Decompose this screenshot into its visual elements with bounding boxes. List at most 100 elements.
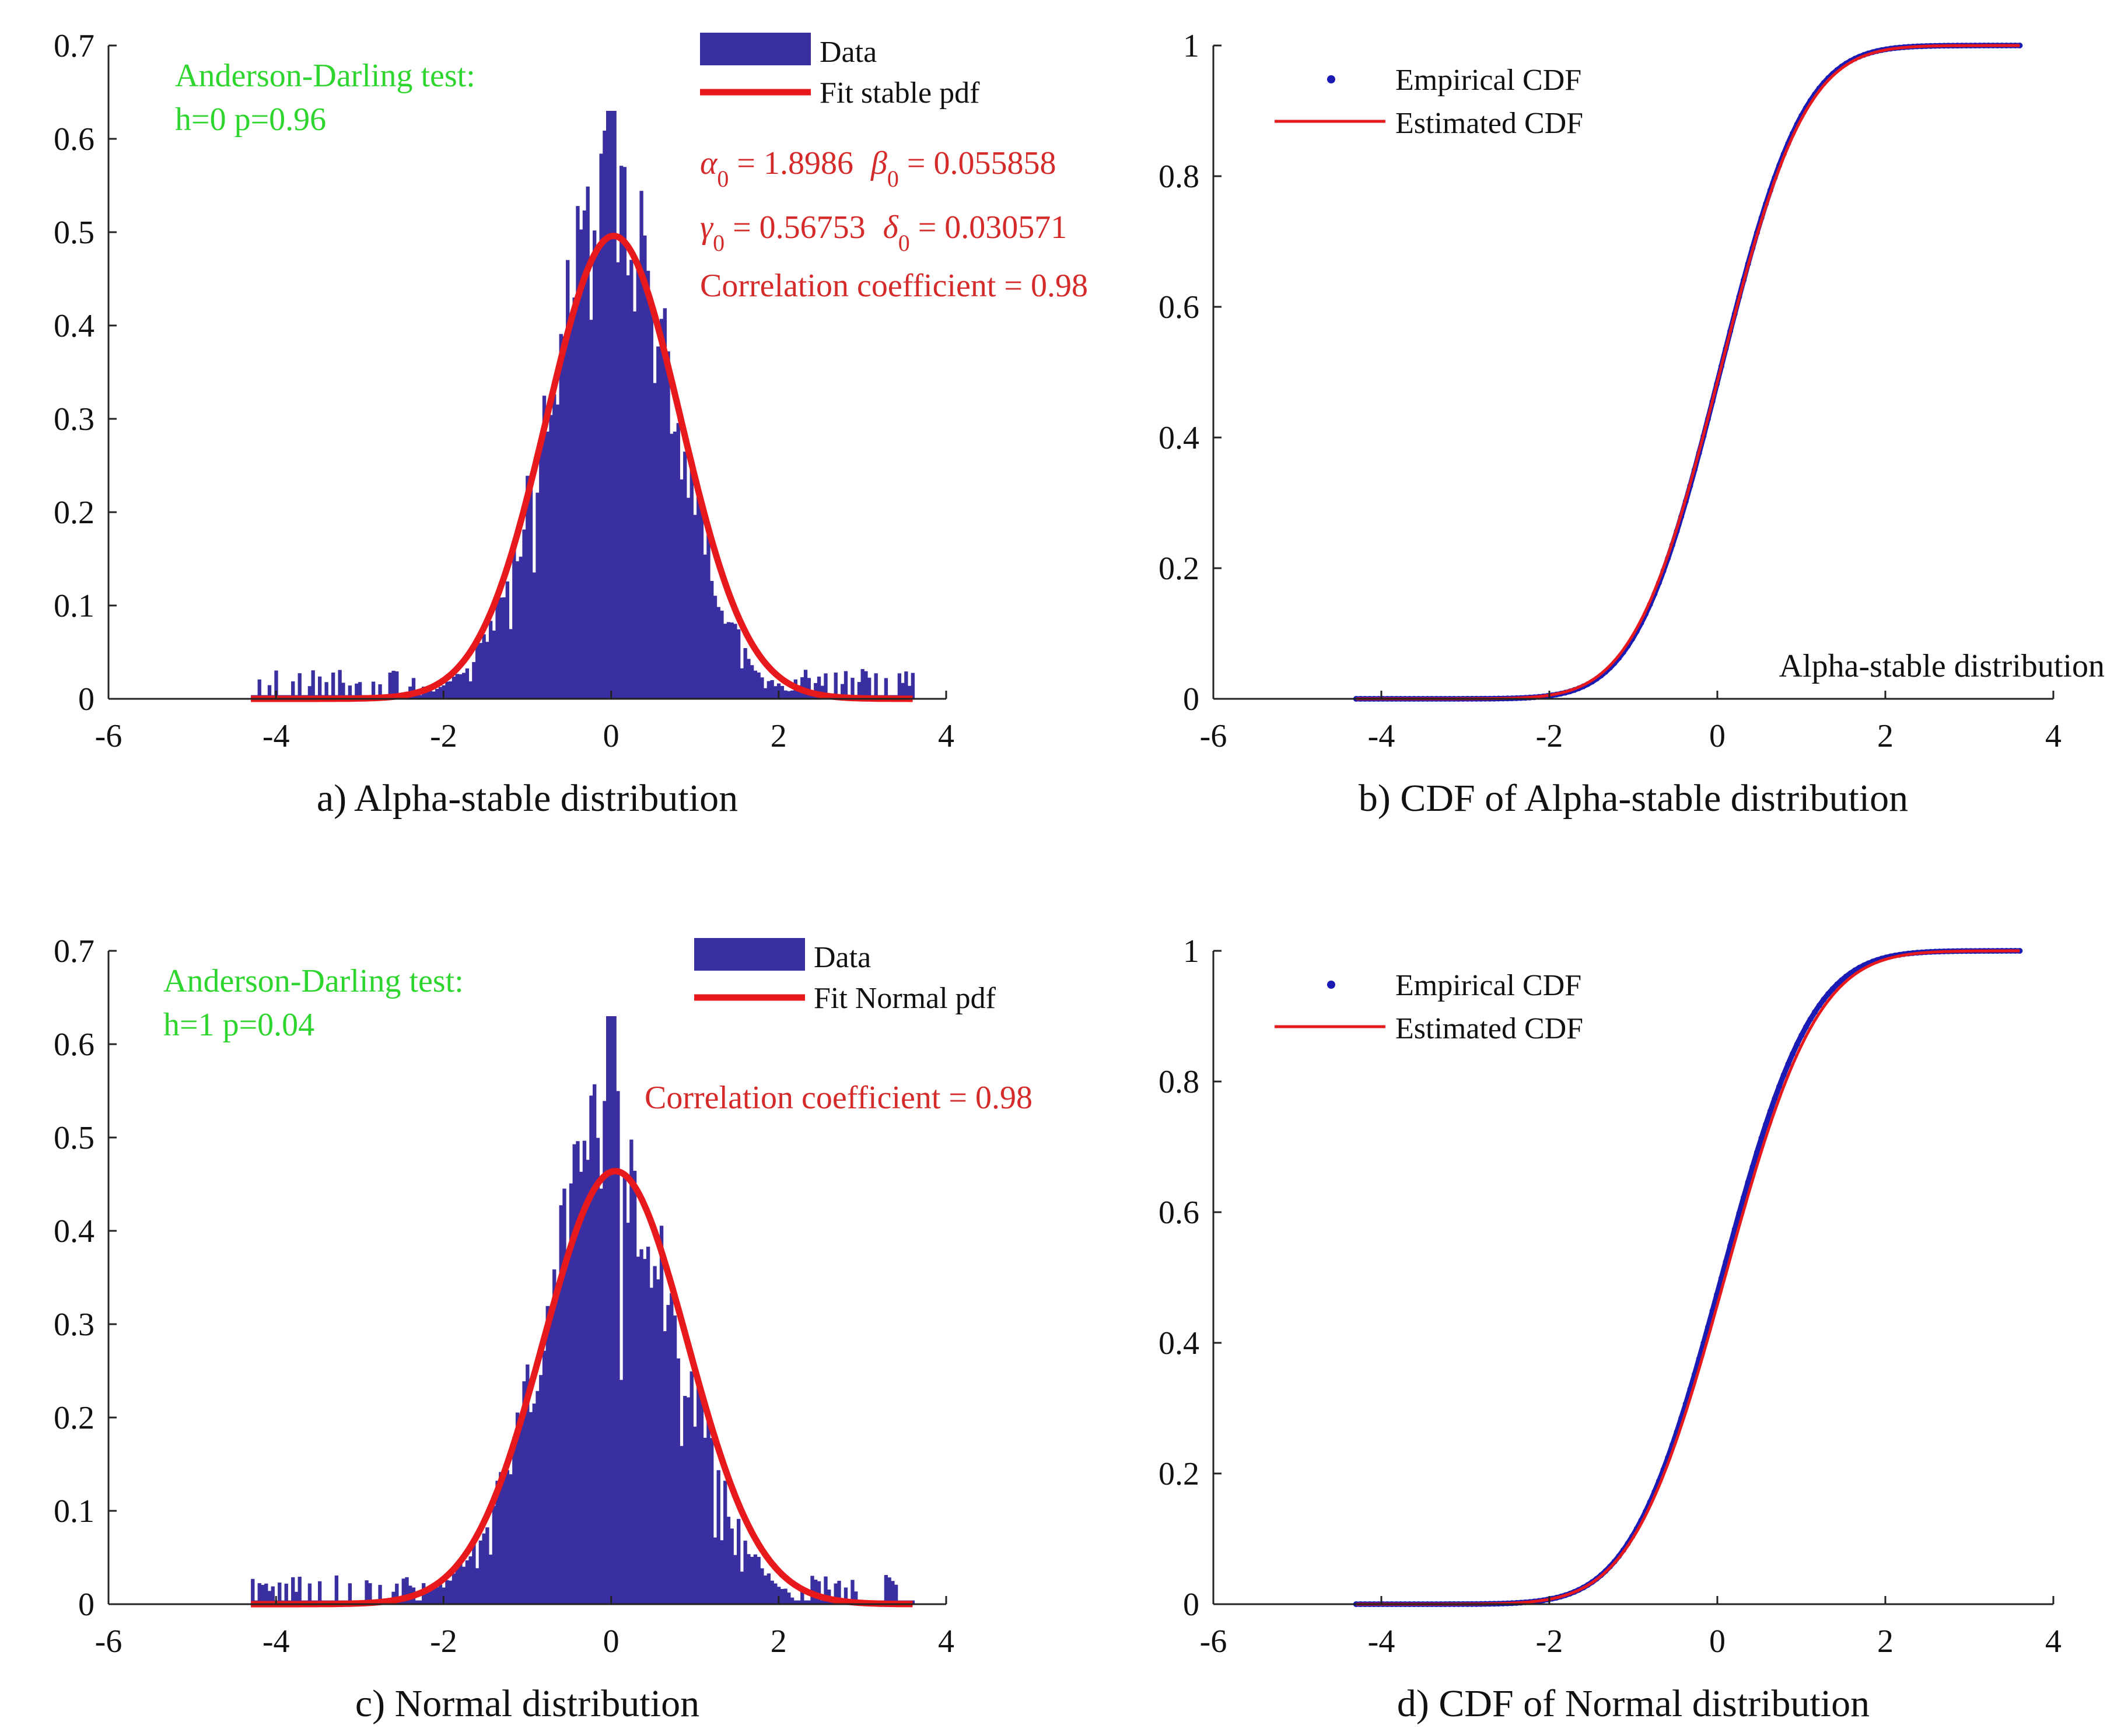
histogram-bar: [659, 318, 664, 699]
panel-c-test-title: Anderson-Darling test:: [163, 963, 464, 999]
gamma-symbol: γ: [700, 209, 714, 246]
histogram-bar: [378, 684, 382, 699]
histogram-bar: [666, 1305, 670, 1604]
histogram-bar: [331, 672, 335, 699]
histogram-bar: [817, 676, 821, 699]
panel-c-legend-data-swatch: [694, 938, 805, 971]
histogram-bar: [676, 423, 680, 699]
histogram-bar: [622, 167, 627, 699]
histogram-bar: [589, 320, 593, 699]
histogram-bar: [291, 1577, 295, 1604]
histogram-bar: [757, 1556, 761, 1604]
panel-a: -6 -4 -2 0 2 4 0 0.1 0.2 0.3 0.4 0.5 0.6 0.7 a) Alpha…: [54, 28, 1088, 820]
histogram-bar: [461, 1566, 466, 1604]
histogram-bar: [706, 1421, 710, 1604]
histogram-bar: [817, 1581, 821, 1604]
histogram-bar: [572, 1144, 576, 1604]
histogram-bar: [713, 1537, 718, 1604]
histogram-bar: [485, 1527, 489, 1604]
histogram-bar: [499, 597, 503, 699]
histogram-bar: [415, 1600, 419, 1604]
histogram-bar: [318, 1581, 322, 1604]
histogram-bar: [438, 1584, 443, 1604]
histogram-bar: [753, 1554, 758, 1604]
histogram-bar: [612, 1016, 617, 1604]
histogram-bar: [586, 1160, 590, 1604]
panel-a-legend-data-swatch: [700, 33, 811, 65]
y-tick-label: 0.4: [1158, 420, 1199, 456]
histogram-bar: [482, 1533, 486, 1604]
histogram-bar: [887, 1577, 891, 1604]
y-tick-label: 0: [78, 681, 94, 718]
histogram-bar: [894, 1584, 898, 1604]
histogram-bar: [492, 1506, 496, 1604]
histogram-bar: [485, 642, 489, 699]
histogram-bar: [478, 643, 483, 699]
panel-a-params-gamma-delta: γ0 = 0.56753 δ0 = 0.030571: [700, 209, 1067, 256]
histogram-bar: [358, 682, 362, 699]
histogram-bar: [774, 1583, 778, 1604]
histogram-bar: [284, 1583, 288, 1604]
y-tick-label: 0.6: [1158, 289, 1199, 326]
histogram-bar: [622, 1175, 627, 1604]
histogram-bar: [710, 1438, 714, 1604]
histogram-bar: [572, 297, 576, 699]
histogram-bar: [418, 1600, 422, 1604]
histogram-bar: [579, 1171, 583, 1604]
histogram-bar: [251, 1578, 255, 1604]
histogram-bar: [844, 1587, 848, 1604]
histogram-bar: [757, 672, 761, 699]
delta-value: 0.030571: [944, 209, 1067, 246]
x-tick-label: 2: [771, 1623, 787, 1660]
histogram-bar: [542, 1350, 547, 1604]
histogram-bar: [528, 480, 533, 699]
gamma-value: 0.56753: [760, 209, 866, 246]
histogram-bar: [482, 634, 486, 699]
histogram-bar: [797, 1600, 801, 1604]
histogram-bar: [760, 1568, 764, 1604]
y-tick-label: 0: [1183, 681, 1199, 718]
histogram-bar: [703, 1437, 707, 1604]
histogram-bar: [324, 682, 328, 699]
histogram-bar: [492, 630, 496, 699]
histogram-bar: [730, 622, 734, 699]
panel-d-legend-empirical-label: Empirical CDF: [1395, 969, 1581, 1002]
histogram-bar: [264, 1583, 268, 1604]
panel-a-test-title: Anderson-Darling test:: [175, 58, 475, 94]
histogram-bar: [603, 1101, 607, 1604]
histogram-bar: [854, 1591, 858, 1604]
histogram-bar: [512, 547, 516, 699]
histogram-bar: [338, 670, 342, 699]
panel-c-legend-data-label: Data: [814, 941, 871, 974]
histogram-bar: [626, 1223, 630, 1604]
panel-b-note: Alpha-stable distribution: [1779, 648, 2105, 684]
histogram-bar: [673, 1315, 677, 1604]
histogram-bar: [659, 1226, 664, 1604]
histogram-bar: [824, 673, 828, 699]
histogram-bar: [311, 670, 315, 699]
histogram-bar: [699, 508, 704, 699]
histogram-bar: [837, 1580, 841, 1604]
histogram-bar: [763, 688, 768, 699]
histogram-bar: [435, 1587, 439, 1604]
histogram-bar: [884, 1575, 888, 1604]
histogram-bar: [666, 351, 670, 699]
histogram-bar: [609, 111, 614, 699]
histogram-bar: [519, 1424, 523, 1604]
alpha-subscript: 0: [717, 166, 729, 192]
histogram-bar: [438, 687, 443, 699]
histogram-bar: [643, 1259, 647, 1604]
histogram-bar: [536, 1391, 540, 1604]
x-tick-label: -4: [262, 1623, 290, 1660]
histogram-bar: [519, 556, 523, 699]
histogram-bar: [425, 1592, 429, 1604]
histogram-bar: [629, 260, 634, 699]
histogram-bar: [468, 681, 473, 699]
histogram-bar: [515, 561, 520, 699]
histogram-bar: [670, 433, 674, 699]
y-tick-label: 0: [78, 1587, 94, 1623]
histogram-bar: [710, 580, 714, 699]
histogram-bar: [867, 677, 872, 699]
histogram-bar: [596, 248, 600, 699]
histogram-bar: [740, 668, 744, 699]
